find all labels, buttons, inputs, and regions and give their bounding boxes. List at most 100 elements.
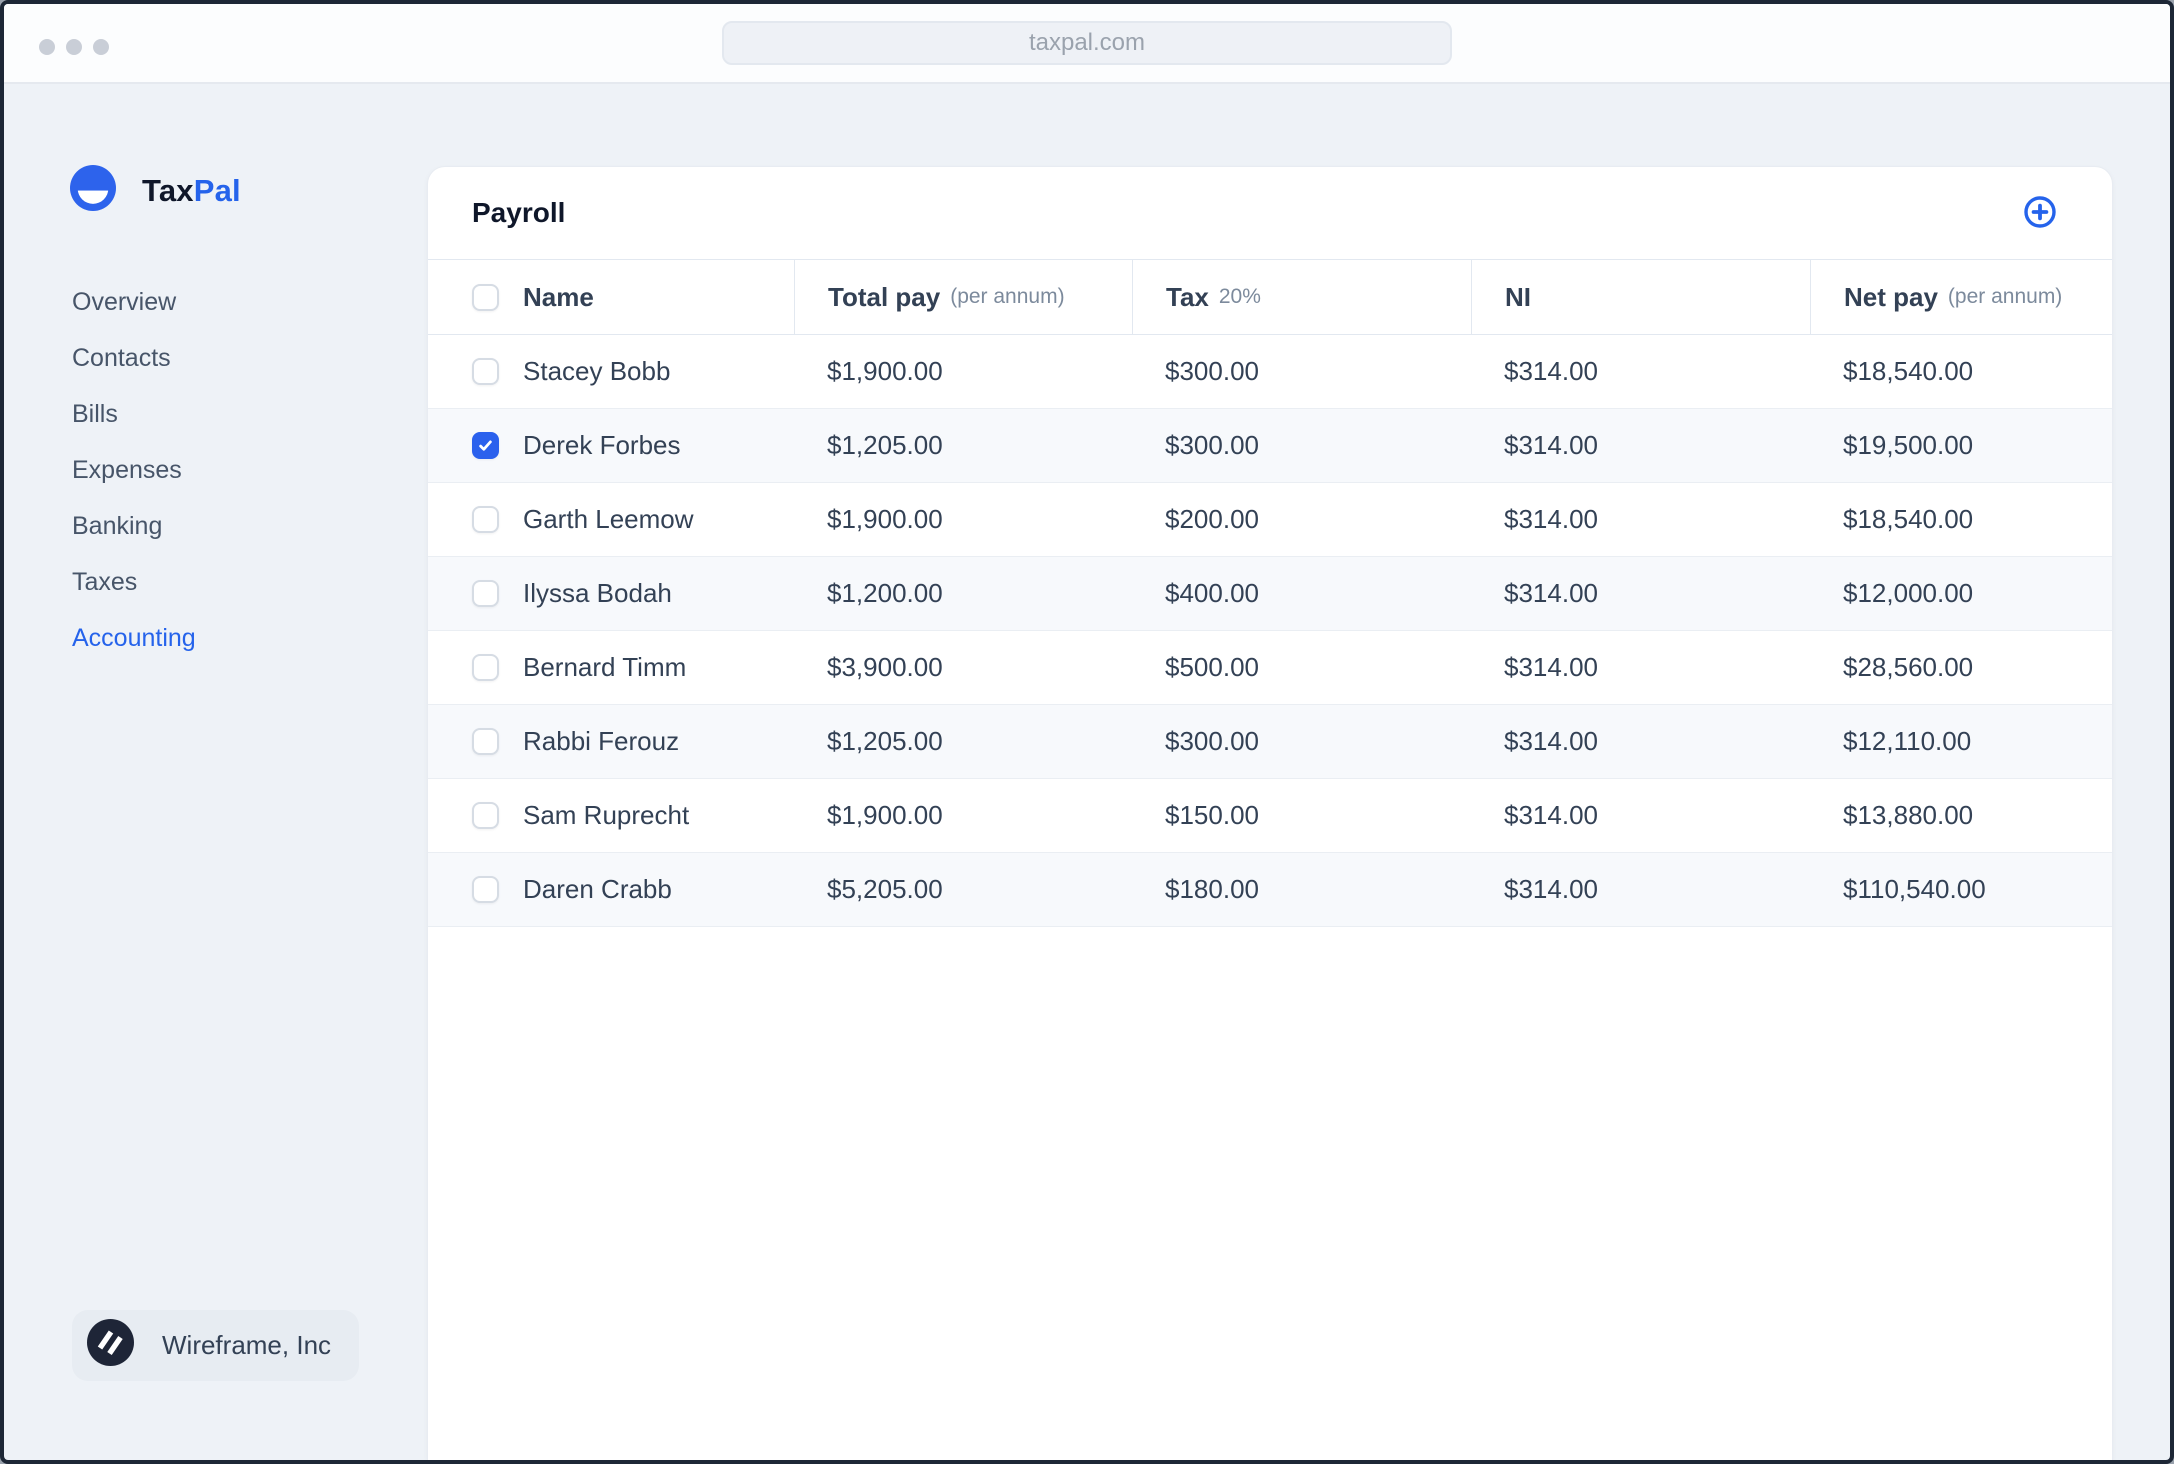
tax-value: $500.00 (1165, 652, 1259, 682)
tax-value: $200.00 (1165, 504, 1259, 534)
cell-net_pay: $19,500.00 (1810, 409, 2114, 482)
table-row[interactable]: Sam Ruprecht $1,900.00 $150.00 $314.00 $13,8… (428, 779, 2112, 853)
net_pay-value: $12,110.00 (1843, 726, 1972, 756)
cell-total_pay: $1,900.00 (794, 335, 1132, 408)
cell-net_pay: $110,540.00 (1810, 853, 2114, 926)
cell-ni: $314.00 (1471, 779, 1810, 852)
browser-chrome: taxpal.com (4, 4, 2170, 84)
row-checkbox[interactable] (472, 802, 499, 829)
net_pay-value: $28,560.00 (1843, 652, 1974, 682)
employee-name: Stacey Bobb (523, 356, 671, 386)
net_pay-value: $12,000.00 (1843, 578, 1974, 608)
total_pay-value: $1,900.00 (827, 356, 943, 386)
cell-name: Garth Leemow (428, 483, 794, 556)
column-header-total_pay: Total pay (per annum) (794, 260, 1132, 334)
column-header-name: Name (428, 260, 794, 334)
row-checkbox[interactable] (472, 506, 499, 533)
sidebar-item-accounting[interactable]: Accounting (72, 623, 196, 652)
sidebar-item-taxes[interactable]: Taxes (72, 567, 138, 596)
cell-net_pay: $18,540.00 (1810, 483, 2114, 556)
total_pay-value: $3,900.00 (827, 652, 943, 682)
row-checkbox[interactable] (472, 432, 499, 459)
url-bar[interactable]: taxpal.com (722, 21, 1452, 65)
cell-total_pay: $3,900.00 (794, 631, 1132, 704)
table-row[interactable]: Daren Crabb $5,205.00 $180.00 $314.00 $110,5… (428, 853, 2112, 927)
tax-value: $300.00 (1165, 356, 1259, 386)
total_pay-value: $1,900.00 (827, 800, 943, 830)
row-checkbox[interactable] (472, 876, 499, 903)
row-checkbox[interactable] (472, 358, 499, 385)
tax-value: $150.00 (1165, 800, 1259, 830)
cell-ni: $314.00 (1471, 631, 1810, 704)
table-row[interactable]: Ilyssa Bodah $1,200.00 $400.00 $314.00 $12,0… (428, 557, 2112, 631)
table-row[interactable]: Bernard Timm $3,900.00 $500.00 $314.00 $28,5… (428, 631, 2112, 705)
cell-tax: $200.00 (1132, 483, 1471, 556)
cell-total_pay: $1,900.00 (794, 779, 1132, 852)
ni-value: $314.00 (1504, 726, 1598, 756)
window-controls (39, 39, 109, 55)
select-all-checkbox[interactable] (472, 283, 499, 311)
cell-name: Derek Forbes (428, 409, 794, 482)
sidebar-item-banking[interactable]: Banking (72, 511, 163, 540)
logo[interactable]: TaxPal (70, 165, 241, 216)
employee-name: Sam Ruprecht (523, 800, 690, 830)
table-row[interactable]: Garth Leemow $1,900.00 $200.00 $314.00 $18,5… (428, 483, 2112, 557)
sidebar-item-expenses[interactable]: Expenses (72, 455, 182, 484)
cell-name: Rabbi Ferouz (428, 705, 794, 778)
ni-value: $314.00 (1504, 356, 1598, 386)
column-label: NI (1505, 281, 1531, 312)
ni-value: $314.00 (1504, 430, 1598, 460)
brand-name: TaxPal (142, 172, 241, 208)
total_pay-value: $1,900.00 (827, 504, 943, 534)
company-name: Wireframe, Inc (162, 1330, 332, 1360)
ni-value: $314.00 (1504, 874, 1598, 904)
employee-name: Derek Forbes (523, 430, 681, 460)
cell-total_pay: $5,205.00 (794, 853, 1132, 926)
cell-ni: $314.00 (1471, 705, 1810, 778)
row-checkbox[interactable] (472, 654, 499, 681)
cell-tax: $300.00 (1132, 409, 1471, 482)
cell-name: Sam Ruprecht (428, 779, 794, 852)
company-badge[interactable]: Wireframe, Inc (72, 1310, 359, 1381)
tax-value: $180.00 (1165, 874, 1259, 904)
column-header-ni: NI (1471, 260, 1810, 334)
cell-net_pay: $28,560.00 (1810, 631, 2114, 704)
window-control-dot[interactable] (39, 39, 55, 55)
employee-name: Rabbi Ferouz (523, 726, 680, 756)
net_pay-value: $110,540.00 (1843, 874, 1986, 904)
cell-ni: $314.00 (1471, 409, 1810, 482)
page-title: Payroll (472, 197, 566, 228)
cell-name: Stacey Bobb (428, 335, 794, 408)
sidebar-item-overview[interactable]: Overview (72, 287, 177, 316)
add-payroll-button[interactable] (2023, 195, 2057, 232)
table-row[interactable]: Derek Forbes $1,205.00 $300.00 $314.00 $19,5… (428, 409, 2112, 483)
total_pay-value: $1,205.00 (827, 726, 943, 756)
column-header-tax: Tax 20% (1132, 260, 1471, 334)
sidebar-item-bills[interactable]: Bills (72, 399, 118, 428)
employee-name: Garth Leemow (523, 504, 694, 534)
cell-tax: $500.00 (1132, 631, 1471, 704)
row-checkbox[interactable] (472, 728, 499, 755)
plus-circle-icon (2023, 195, 2057, 232)
table-header-row: Name Total pay (per annum) Tax 20% NI Net pay (… (428, 260, 2112, 335)
table-row[interactable]: Rabbi Ferouz $1,205.00 $300.00 $314.00 $12,1… (428, 705, 2112, 779)
cell-total_pay: $1,200.00 (794, 557, 1132, 630)
window-control-dot[interactable] (93, 39, 109, 55)
cell-tax: $300.00 (1132, 335, 1471, 408)
net_pay-value: $19,500.00 (1843, 430, 1974, 460)
ni-value: $314.00 (1504, 578, 1598, 608)
sidebar-item-contacts[interactable]: Contacts (72, 343, 171, 372)
column-label: Total pay (828, 281, 941, 312)
employee-name: Daren Crabb (523, 874, 672, 904)
cell-ni: $314.00 (1471, 483, 1810, 556)
cell-total_pay: $1,900.00 (794, 483, 1132, 556)
cell-net_pay: $18,540.00 (1810, 335, 2114, 408)
window-control-dot[interactable] (66, 39, 82, 55)
payroll-card-header: Payroll (428, 167, 2112, 260)
table-row[interactable]: Stacey Bobb $1,900.00 $300.00 $314.00 $18,54… (428, 335, 2112, 409)
cell-total_pay: $1,205.00 (794, 705, 1132, 778)
tax-value: $300.00 (1165, 726, 1259, 756)
total_pay-value: $1,200.00 (827, 578, 943, 608)
row-checkbox[interactable] (472, 580, 499, 607)
